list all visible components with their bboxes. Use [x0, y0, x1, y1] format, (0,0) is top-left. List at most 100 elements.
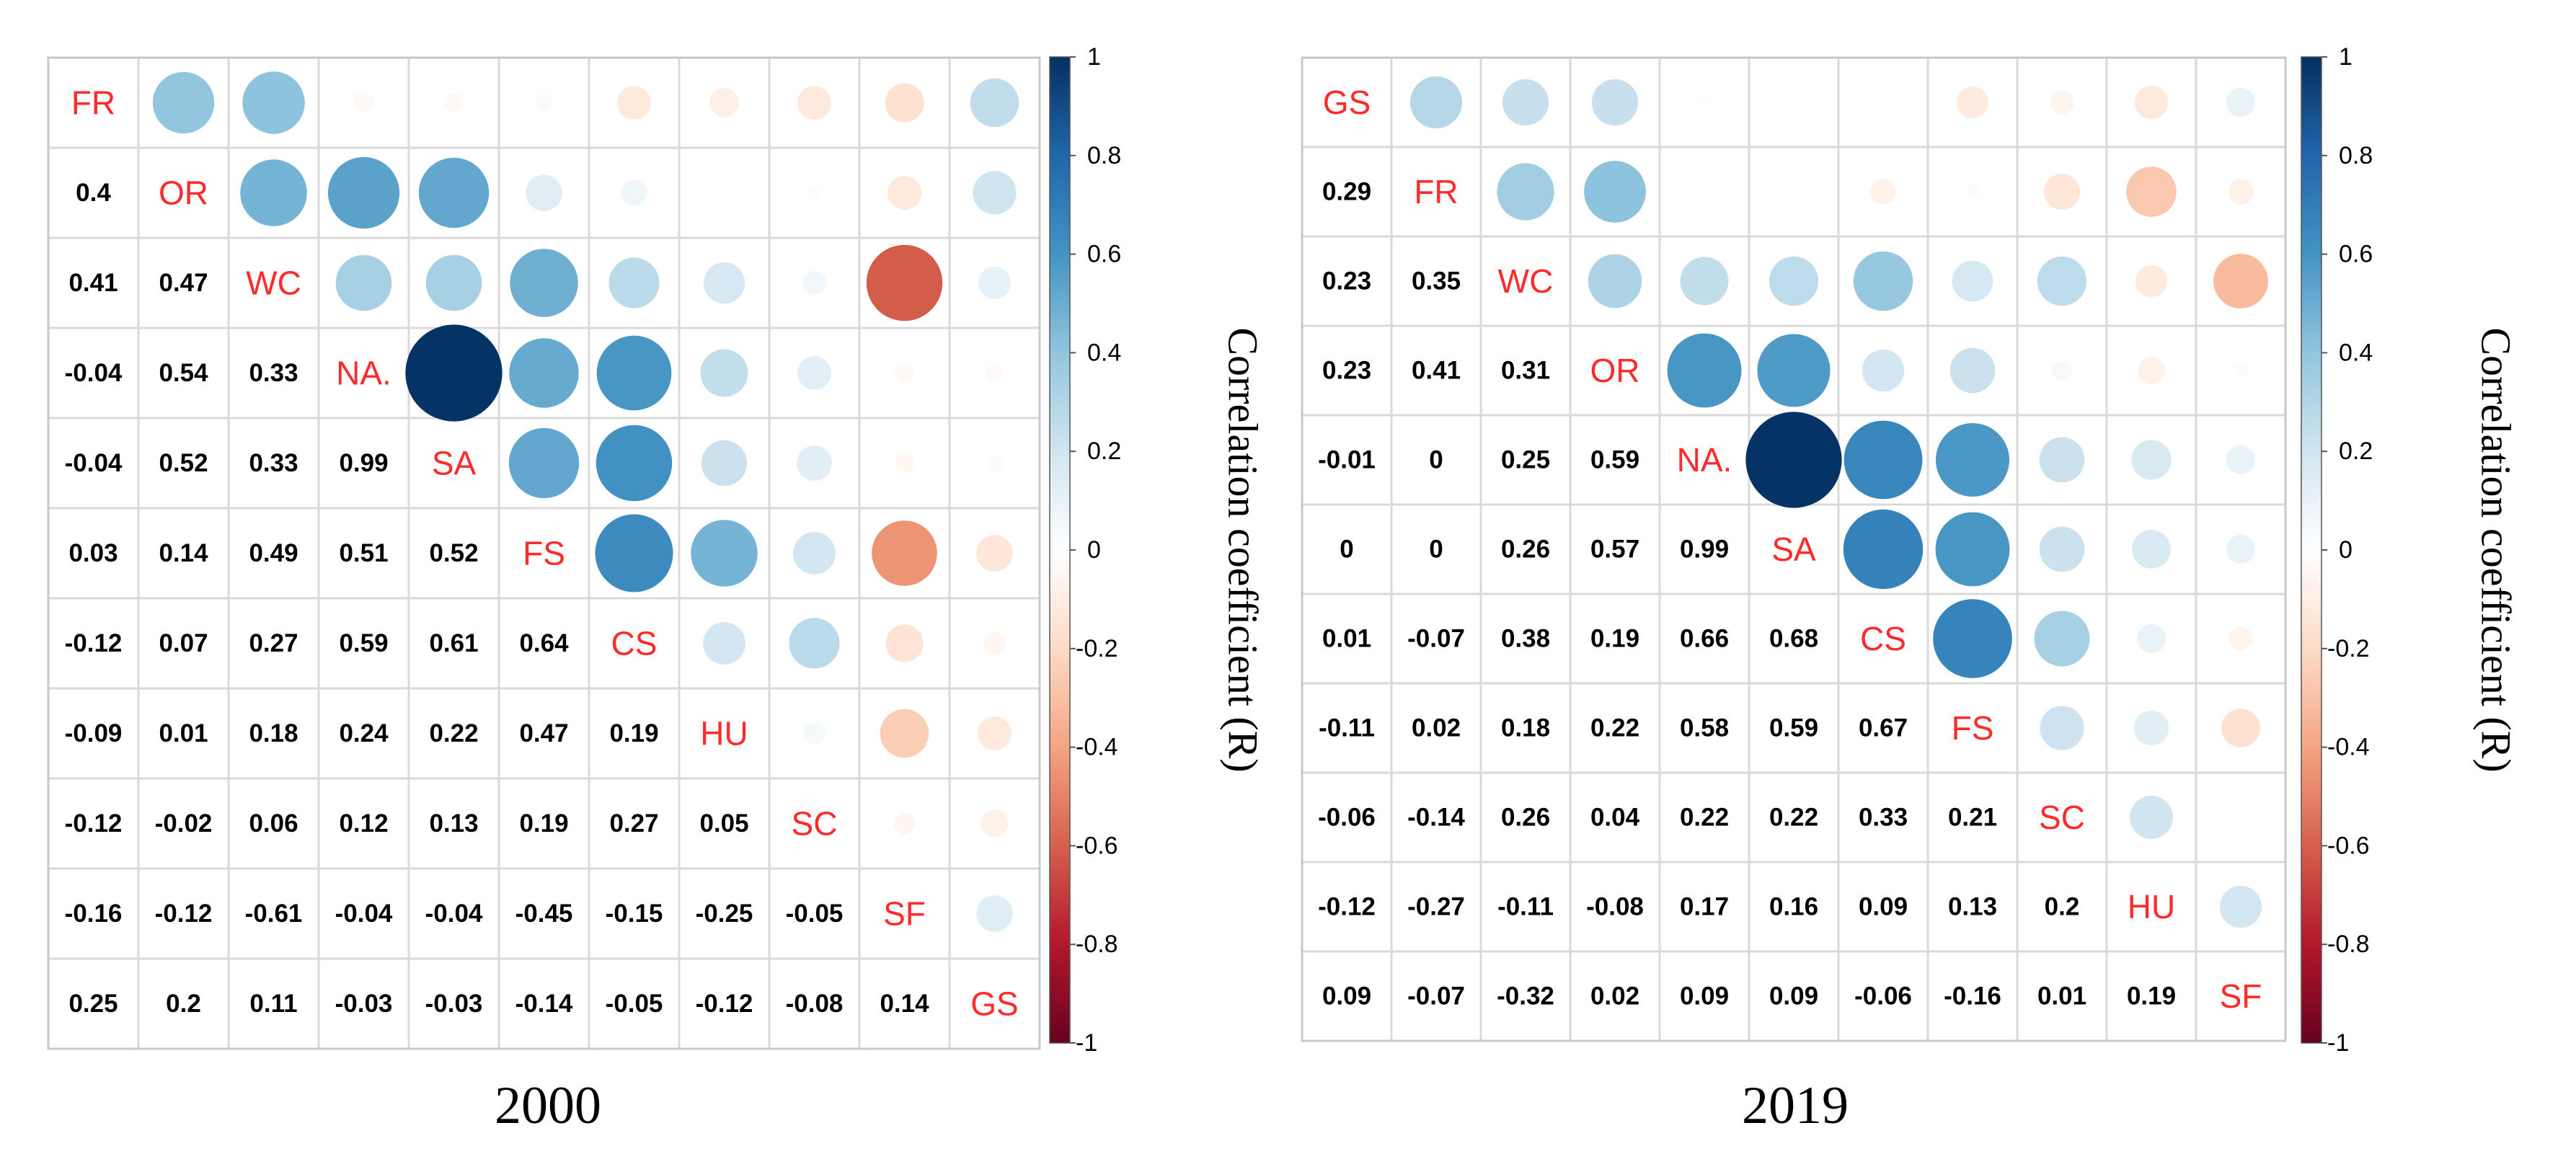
correlation-circle: [596, 425, 673, 502]
correlation-value: -0.02: [155, 809, 213, 838]
correlation-value: -0.05: [606, 990, 663, 1018]
correlation-value: 0.09: [1322, 982, 1371, 1011]
correlation-value: 0.35: [1412, 267, 1461, 296]
correlation-value: 0.23: [1322, 267, 1371, 296]
correlation-circle: [1956, 86, 1989, 119]
variable-label: OR: [159, 174, 208, 212]
correlation-circle: [327, 156, 400, 229]
correlation-circle: [2226, 445, 2256, 475]
correlation-circle: [595, 514, 673, 592]
colorbar-tick-label: -0.2: [2327, 635, 2370, 662]
grid-cell: [768, 867, 861, 960]
correlation-circle: [526, 174, 562, 211]
correlation-circle: [885, 83, 924, 123]
correlation-value: 0.38: [1501, 625, 1550, 653]
variable-label: WC: [246, 265, 301, 302]
correlation-circle: [2228, 179, 2254, 205]
correlation-circle: [793, 532, 836, 574]
grid-cell: [1479, 592, 1572, 685]
correlation-circle: [1952, 260, 1993, 302]
correlation-circle: [608, 257, 660, 308]
grid-cell: [678, 777, 771, 870]
correlation-value: 0.22: [1769, 804, 1818, 832]
correlation-circle: [986, 454, 1004, 472]
correlation-value: 0.22: [429, 719, 478, 747]
correlation-circle: [978, 716, 1012, 750]
correlation-value: -0.16: [1944, 982, 2001, 1011]
correlation-value: 0.01: [1322, 625, 1371, 653]
variable-label: FS: [1952, 709, 1994, 747]
correlation-circle: [2219, 885, 2262, 928]
grid-cell: [227, 327, 320, 419]
variable-label: SC: [792, 805, 838, 843]
grid-cell: [497, 507, 590, 600]
correlation-circle: [2136, 623, 2166, 654]
variable-label: GS: [1323, 84, 1371, 121]
grid-border: [47, 56, 1041, 1050]
variable-label: OR: [1590, 352, 1640, 389]
correlation-circle: [425, 254, 482, 311]
correlation-value: 0.47: [159, 269, 208, 297]
colorbar-tick-label: 0.8: [2339, 142, 2373, 169]
grid-cell: [1479, 324, 1572, 417]
variable-label: FR: [1414, 173, 1458, 210]
grid-cell: [1837, 771, 1929, 864]
grid-cell: [1926, 235, 2019, 327]
correlation-circle: [1965, 185, 1980, 199]
colorbar-tick-label: 0: [2339, 536, 2353, 564]
grid-cell: [1390, 146, 1482, 238]
correlation-circle: [700, 349, 748, 397]
variable-label: SA: [1771, 530, 1816, 568]
grid-cell: [1658, 950, 1750, 1042]
correlation-value: -0.08: [1586, 893, 1644, 921]
grid-cell: [678, 957, 771, 1050]
correlation-value: 0.4: [76, 179, 111, 207]
grid-cell: [768, 957, 861, 1050]
correlation-circle: [807, 185, 822, 200]
correlation-value: -0.14: [1407, 804, 1465, 832]
correlation-circle: [621, 179, 647, 206]
colorbar-tick-label: 0: [1087, 536, 1101, 564]
correlation-circle: [973, 171, 1017, 215]
grid-cell: [47, 597, 140, 690]
correlation-value: 0.67: [1859, 714, 1908, 742]
panel-title: 2000: [495, 1076, 601, 1135]
grid-cell: [1569, 861, 1661, 953]
grid-cell: [1479, 682, 1572, 774]
correlation-circle: [2221, 709, 2260, 747]
correlation-value: 0.09: [1680, 982, 1729, 1011]
correlation-circle: [2234, 363, 2248, 378]
correlation-value: 0.61: [429, 629, 478, 657]
grid-cell: [588, 597, 681, 690]
correlation-circle: [444, 93, 464, 112]
correlation-value: 0.2: [166, 990, 201, 1018]
grid-cell: [1748, 682, 1840, 774]
correlation-value: 0.33: [1859, 804, 1908, 832]
correlation-value: 0.02: [1590, 982, 1639, 1011]
colorbar-tick-label: -1: [1076, 1029, 1097, 1057]
grid-cell: [948, 957, 1041, 1050]
correlation-value: 0.25: [1501, 446, 1550, 474]
correlation-circle: [2131, 440, 2172, 480]
correlation-value: 0.13: [429, 809, 478, 838]
correlation-value: 0.05: [699, 809, 748, 838]
correlation-value: -0.15: [606, 900, 663, 928]
colorbar-tick-label: 0.6: [2339, 241, 2373, 268]
grid-cell: [317, 867, 410, 960]
correlation-value: 0.23: [1322, 357, 1371, 385]
correlation-circle: [152, 71, 215, 134]
correlation-value: -0.06: [1854, 982, 1912, 1011]
correlation-value: -0.14: [515, 990, 573, 1018]
grid-cell: [1390, 861, 1482, 953]
grid-cell: [948, 146, 1041, 239]
correlation-value: -0.03: [335, 990, 393, 1018]
correlation-value: -0.04: [425, 900, 483, 928]
correlation-value: 0.57: [1590, 536, 1639, 564]
correlation-circle: [1936, 423, 2009, 497]
grid-cell: [47, 146, 140, 239]
correlation-value: -0.12: [696, 990, 753, 1018]
correlation-value: -0.32: [1497, 982, 1554, 1011]
correlation-circle: [1935, 512, 2010, 587]
colorbar-tick-label: 1: [1087, 43, 1101, 71]
